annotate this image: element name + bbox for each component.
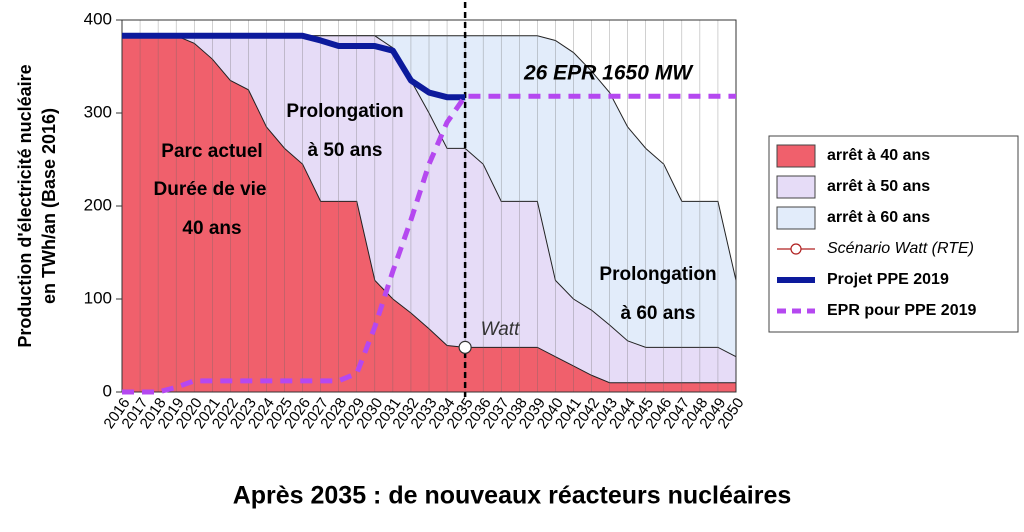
legend-label: arrêt à 40 ans <box>827 147 930 164</box>
legend-label: EPR pour PPE 2019 <box>827 302 976 319</box>
annotation: Durée de vie <box>154 179 267 200</box>
legend <box>768 135 1019 333</box>
area <box>121 35 737 393</box>
annotation: 26 EPR 1650 MW <box>523 62 694 85</box>
y-tick-label: 0 <box>103 381 112 400</box>
annotation: Watt <box>481 319 520 340</box>
line <box>122 32 466 101</box>
y-axis-label: en TWh/an (Base 2016) <box>39 108 59 304</box>
annotation: à 60 ans <box>621 303 696 324</box>
legend-swatch <box>790 243 802 255</box>
y-tick-label: 400 <box>84 9 112 28</box>
annotation: 40 ans <box>182 218 241 239</box>
annotation: Prolongation <box>286 101 403 122</box>
legend-label: arrêt à 60 ans <box>827 209 930 226</box>
chart-title: Après 2035 : de nouveaux réacteurs nuclé… <box>233 482 792 510</box>
y-axis-label: Production d'électricité nucléaire <box>15 64 35 347</box>
legend-label: Scénario Watt (RTE) <box>827 240 974 257</box>
dashed-line <box>122 93 736 395</box>
legend-label: arrêt à 50 ans <box>827 178 930 195</box>
annotation: Parc actuel <box>161 141 262 162</box>
y-tick-label: 300 <box>84 102 112 121</box>
y-tick-label: 200 <box>84 195 112 214</box>
y-tick-label: 100 <box>84 288 112 307</box>
annotation: Prolongation <box>599 264 716 285</box>
point <box>458 340 472 354</box>
annotation: à 50 ans <box>308 140 383 161</box>
legend-swatch <box>776 175 816 199</box>
legend-swatch <box>776 206 816 230</box>
legend-swatch <box>776 144 816 168</box>
legend-label: Projet PPE 2019 <box>827 271 949 288</box>
